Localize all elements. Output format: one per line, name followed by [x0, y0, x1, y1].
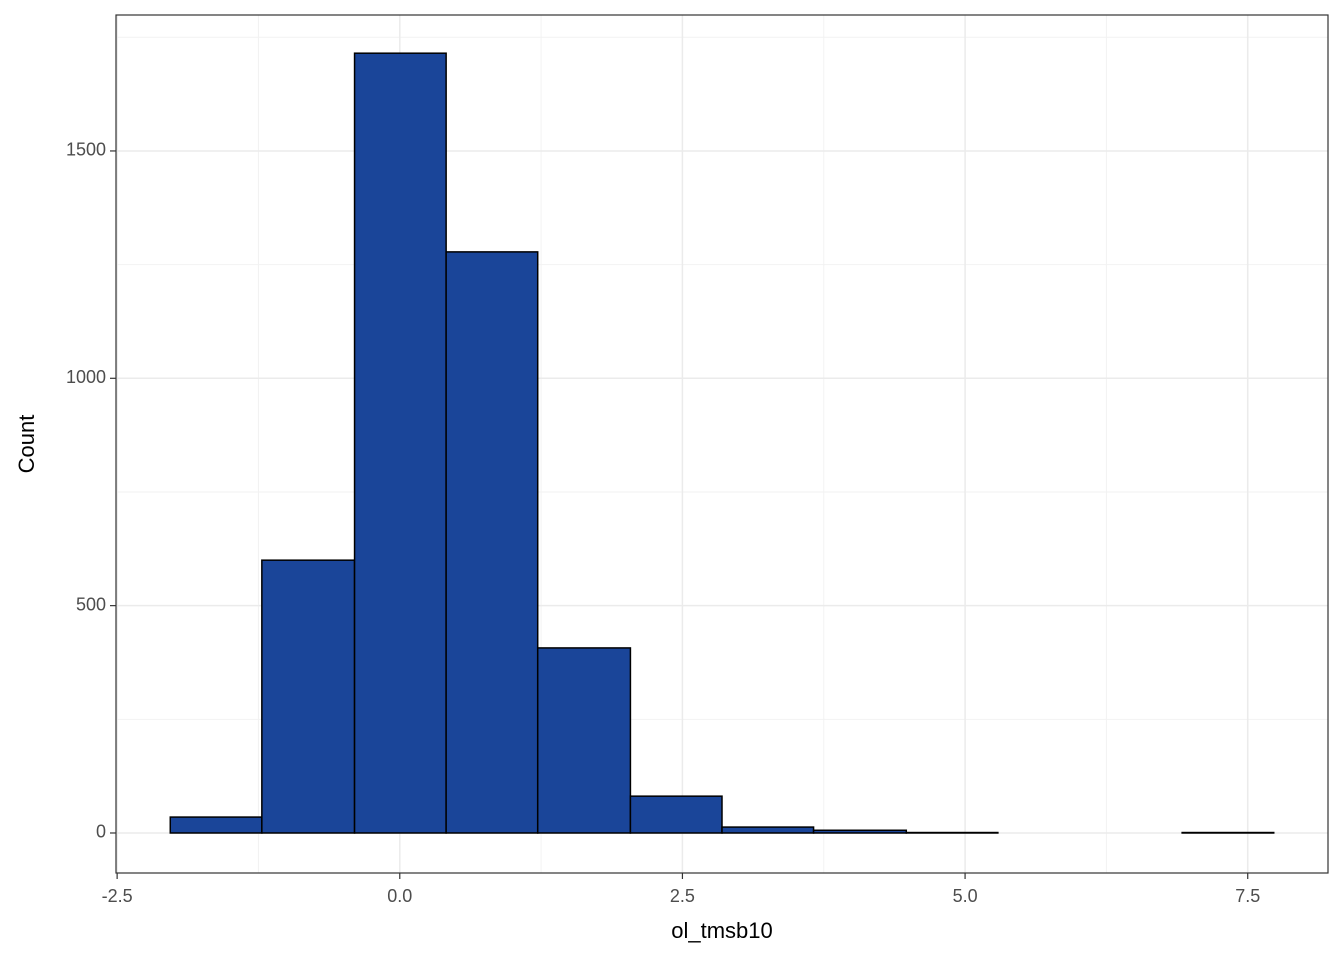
bar	[353, 52, 447, 834]
bar	[721, 826, 815, 834]
bar	[812, 829, 908, 834]
x-tick-label: 7.5	[1235, 886, 1260, 906]
y-tick-label: 0	[96, 822, 106, 842]
panel-border	[115, 14, 1329, 874]
bar	[445, 251, 539, 834]
x-tick-label: 0.0	[387, 886, 412, 906]
bar	[629, 795, 723, 834]
bar	[536, 647, 632, 834]
x-tick-label: -2.5	[102, 886, 133, 906]
x-tick-label: 5.0	[953, 886, 978, 906]
y-tick-label: 1000	[66, 367, 106, 387]
x-tick-label: 2.5	[670, 886, 695, 906]
y-tick-label: 1500	[66, 140, 106, 160]
bar	[261, 559, 356, 834]
x-axis-title: ol_tmsb10	[671, 918, 773, 943]
y-axis-title: Count	[14, 415, 39, 474]
bar	[169, 816, 263, 834]
y-tick-label: 500	[76, 594, 106, 614]
